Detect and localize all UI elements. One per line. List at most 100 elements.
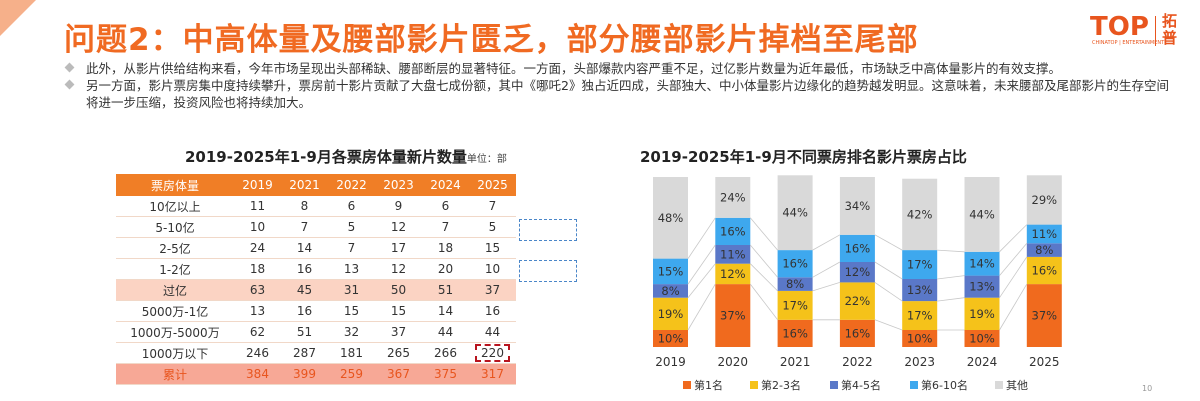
connector-line: [999, 256, 1028, 298]
data-label: 12%: [845, 265, 871, 279]
bar-segment: [902, 279, 938, 302]
table-title-text: 2019-2025年1-9月各票房体量新片数量: [185, 148, 467, 166]
table-cell: 7: [422, 216, 469, 238]
bar-segment: [902, 330, 938, 347]
table-cell: 13: [234, 300, 281, 322]
legend-swatch: [830, 381, 838, 389]
table-cell: 14: [281, 237, 328, 259]
table-cell: 16: [469, 300, 516, 322]
table-cell: 15: [469, 237, 516, 259]
data-label: 12%: [720, 267, 746, 281]
table-cell: 51: [422, 279, 469, 301]
table-row: 1000万-5000万 62 51 32 37 44 44: [116, 321, 516, 343]
table-cell: 31: [328, 279, 375, 301]
table-row: 10亿以上 11 8 6 9 6 7: [116, 196, 516, 217]
connector-line: [749, 283, 778, 321]
bar-segment: [777, 277, 813, 291]
data-label: 8%: [1035, 243, 1053, 257]
data-label: 13%: [969, 280, 995, 294]
connector-line: [749, 217, 778, 251]
table-header-cell: 2025: [469, 174, 516, 196]
bar-segment: [964, 330, 1000, 347]
table-cell: 8: [281, 196, 328, 217]
box-office-table: 票房体量 2019 2021 2022 2023 2024 2025 10亿以上 11 8 6 9 6…: [116, 174, 516, 385]
table-header-row: 票房体量 2019 2021 2022 2023 2024 2025: [116, 174, 516, 196]
bar-segment: [839, 177, 875, 235]
bar-segment: [715, 217, 751, 245]
bar-segment: [839, 282, 875, 320]
connector-line: [812, 261, 841, 278]
table-cell: 6: [328, 196, 375, 217]
table-cell: 181: [328, 342, 375, 364]
table-cell: 32: [328, 321, 375, 343]
data-label: 8%: [786, 277, 804, 291]
connector-line: [687, 283, 716, 331]
connector-line: [687, 244, 716, 285]
table-cell: 18: [422, 237, 469, 259]
connector-line: [937, 275, 965, 280]
table-cell: 51: [281, 321, 328, 343]
table-cell: 12: [375, 216, 422, 238]
bar-segment: [839, 262, 875, 283]
table-row: 1-2亿 18 16 13 12 20 10: [116, 258, 516, 280]
legend-label: 第1名: [694, 378, 723, 392]
table-cell: 15: [328, 300, 375, 322]
legend-item: 第2-3名: [750, 378, 801, 392]
table-header-cell: 2021: [281, 174, 328, 196]
logo-text: TOP: [1090, 12, 1149, 42]
data-label: 16%: [1032, 264, 1058, 278]
table-header-cell: 2023: [375, 174, 422, 196]
legend-label: 第2-3名: [761, 378, 801, 392]
table-cell: 44: [469, 321, 516, 343]
bar-segment: [964, 177, 1000, 252]
chart-title: 2019-2025年1-9月不同票房排名影片票房占比: [640, 148, 967, 166]
table-cell: 37: [469, 279, 516, 301]
table-cell: 266: [422, 342, 469, 364]
diamond-bullet-icon: [64, 62, 75, 73]
row-label: 1000万-5000万: [116, 321, 234, 343]
table-cell: 44: [422, 321, 469, 343]
diamond-bullet-icon: [64, 79, 75, 90]
data-label: 10%: [969, 332, 995, 346]
legend-item: 第1名: [683, 378, 723, 392]
bar-segment: [964, 275, 1000, 298]
table-cell: 50: [375, 279, 422, 301]
x-tick-label: 2022: [842, 355, 873, 369]
table-cell: 18: [234, 258, 281, 280]
bullet-item: 另一方面，影片票房集中度持续攀升，票房前十影片贡献了大盘七成份额，其中《哪吒2》…: [64, 77, 1174, 111]
data-label: 24%: [720, 190, 746, 204]
logo-divider: [1155, 16, 1156, 46]
page-number: 10: [1142, 384, 1153, 393]
bar-segment: [1026, 284, 1062, 347]
table-cell: 12: [375, 258, 422, 280]
data-label: 37%: [1032, 309, 1058, 323]
data-label: 42%: [907, 207, 933, 221]
legend-swatch: [995, 381, 1003, 389]
highlight-box-5-10: [519, 219, 577, 241]
logo-char-1: 拓: [1162, 12, 1178, 30]
table-cell: 37: [375, 321, 422, 343]
connector-line: [874, 319, 903, 331]
legend-item: 其他: [995, 379, 1028, 392]
table-row: 1000万以下 246 287 181 265 266 220: [116, 342, 516, 364]
highlight-box-1-2: [519, 260, 577, 282]
bar-segment: [653, 284, 688, 298]
bar-segment: [653, 258, 688, 285]
row-label: 2-5亿: [116, 237, 234, 259]
table-row: 累计 384 399 259 367 375 317: [116, 363, 516, 385]
table-cell: 5: [328, 216, 375, 238]
row-label: 5000万-1亿: [116, 300, 234, 322]
table-cell: 6: [422, 196, 469, 217]
bar-segment: [777, 250, 813, 278]
bar-segment: [715, 263, 751, 285]
row-label: 10亿以上: [116, 196, 234, 217]
table-cell: 7: [328, 237, 375, 259]
data-label: 8%: [661, 284, 679, 298]
connector-line: [999, 243, 1028, 276]
table-cell: 16: [281, 300, 328, 322]
table-cell: 14: [422, 300, 469, 322]
x-tick-label: 2025: [1029, 355, 1060, 369]
connector-line: [999, 283, 1028, 331]
table-cell: 399: [281, 363, 328, 385]
connector-line: [812, 282, 841, 292]
